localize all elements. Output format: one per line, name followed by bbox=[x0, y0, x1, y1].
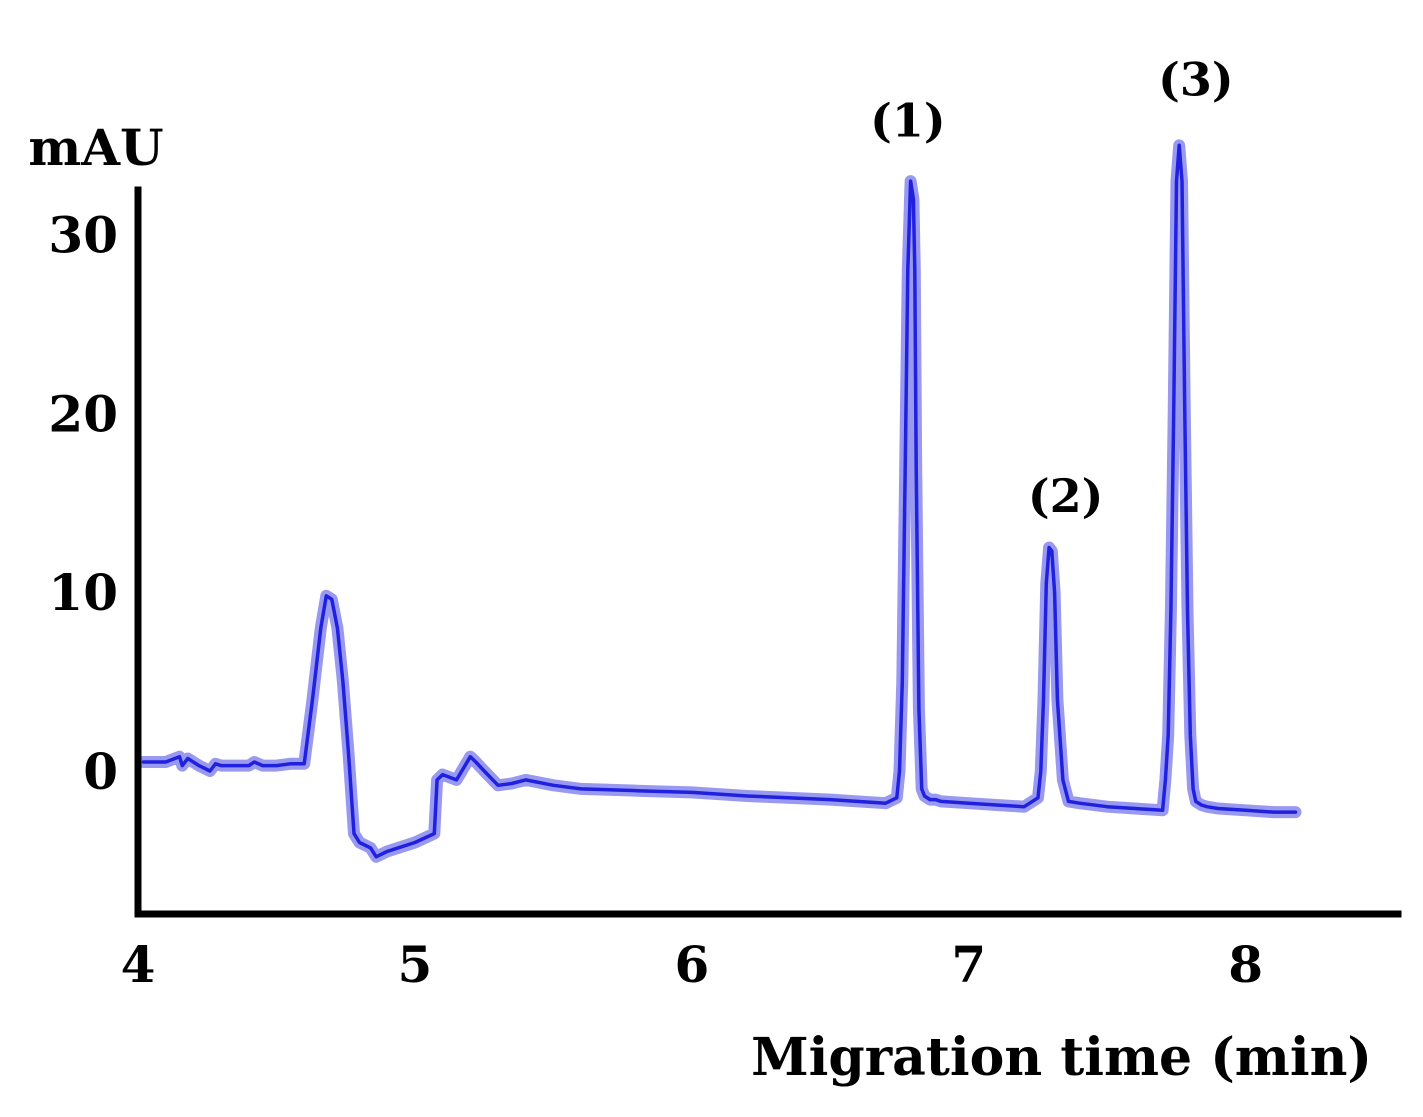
x-tick-label: 7 bbox=[951, 935, 986, 994]
y-tick-label: 30 bbox=[48, 206, 118, 265]
x-tick-label: 8 bbox=[1228, 935, 1263, 994]
series-trace-halo bbox=[137, 139, 1302, 863]
y-tick-labels: 0 10 20 30 bbox=[48, 206, 118, 801]
y-tick-label: 10 bbox=[48, 563, 118, 622]
peak-label-1: (1) bbox=[870, 93, 946, 147]
x-axis-label: Migration time (min) bbox=[751, 1027, 1372, 1088]
y-tick-label: 0 bbox=[83, 742, 118, 801]
x-tick-label: 6 bbox=[674, 935, 709, 994]
series-trace-line bbox=[141, 143, 1298, 859]
trace-layer bbox=[137, 139, 1302, 863]
peak-annotations: (1) (2) (3) bbox=[870, 52, 1234, 523]
y-tick-label: 20 bbox=[48, 384, 118, 443]
peak-label-3: (3) bbox=[1158, 52, 1234, 106]
x-tick-labels: 4 5 6 7 8 bbox=[121, 935, 1263, 994]
x-tick-label: 4 bbox=[121, 935, 156, 994]
axes bbox=[134, 186, 1402, 918]
x-tick-label: 5 bbox=[398, 935, 433, 994]
y-axis-label: mAU bbox=[28, 118, 163, 177]
peak-label-2: (2) bbox=[1028, 469, 1104, 523]
